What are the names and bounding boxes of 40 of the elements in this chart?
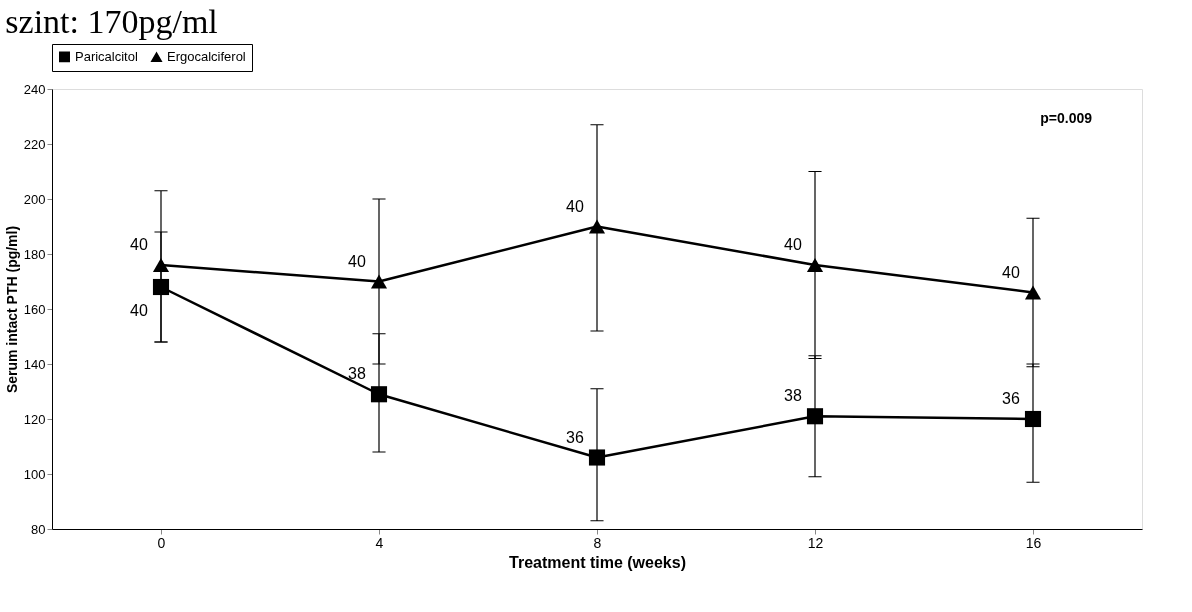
y-tick-label: 220 xyxy=(23,136,46,152)
x-tick-label: 8 xyxy=(593,534,602,551)
point xyxy=(588,219,606,234)
point xyxy=(1024,285,1042,300)
point xyxy=(806,408,824,425)
legend-label: Paricalcitol xyxy=(75,48,138,64)
point xyxy=(806,258,824,272)
y-tick-label: 140 xyxy=(23,356,46,372)
annotation: 40 xyxy=(130,236,148,253)
annotation: p=0.009 xyxy=(1040,110,1093,126)
annotation: 40 xyxy=(1002,263,1020,281)
annotation: 40 xyxy=(130,302,148,319)
point xyxy=(588,449,606,466)
legend-label: Ergocalciferol xyxy=(167,49,246,65)
x-tick-label: 12 xyxy=(807,534,824,551)
y-tick-label: 80 xyxy=(31,521,46,537)
annotation: 40 xyxy=(566,197,584,215)
point xyxy=(152,278,170,296)
x-tick-label: 4 xyxy=(375,534,384,551)
x-tick-label: 0 xyxy=(157,534,166,551)
annotation: 40 xyxy=(784,236,802,253)
annotation: 38 xyxy=(348,365,366,383)
y-tick-label: 120 xyxy=(23,411,46,427)
x-tick-label: 16 xyxy=(1025,534,1042,551)
point xyxy=(370,386,388,403)
annotation: 40 xyxy=(348,252,366,270)
point xyxy=(1024,410,1042,428)
y-tick-label: 100 xyxy=(23,466,46,482)
point xyxy=(370,274,388,289)
point xyxy=(152,258,170,272)
y-tick-label: 160 xyxy=(23,301,46,317)
annotation: 38 xyxy=(784,387,802,405)
annotation: 36 xyxy=(566,428,584,446)
x-axis-title: Treatment time (weeks) xyxy=(509,553,686,571)
annotation: 36 xyxy=(1002,390,1020,407)
y-tick-label: 240 xyxy=(23,81,46,97)
y-axis-title: Serum intact PTH (pg/ml) xyxy=(3,225,20,394)
chart-title: szint: 170pg/ml xyxy=(5,2,218,40)
y-tick-label: 200 xyxy=(23,191,46,207)
y-tick-label: 180 xyxy=(23,246,46,262)
